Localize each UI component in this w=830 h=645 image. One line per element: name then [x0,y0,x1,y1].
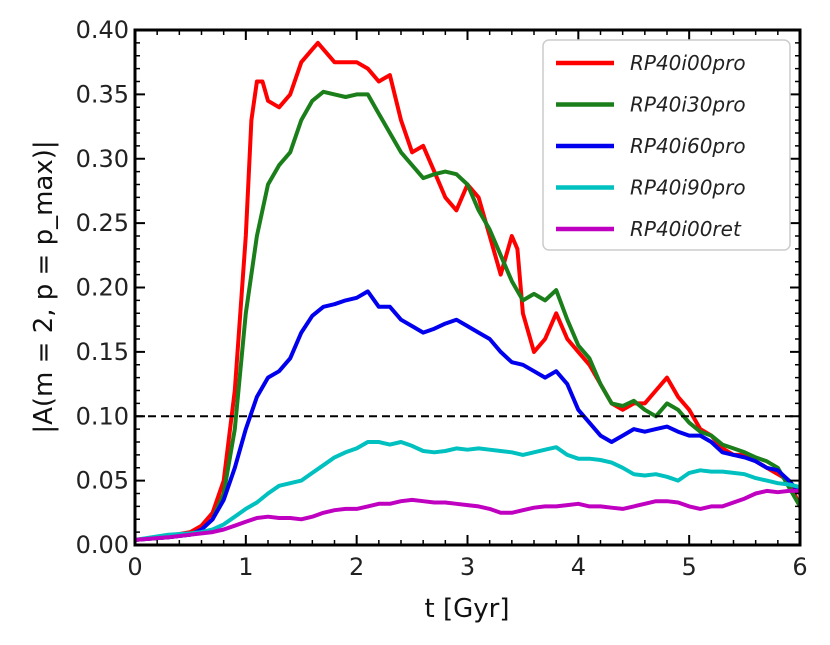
y-tick-label: 0.30 [76,145,129,173]
legend-box [542,39,791,251]
y-tick-label: 0.25 [76,209,129,237]
x-tick-label: 5 [682,553,697,581]
x-tick-label: 0 [127,553,142,581]
tick-labels: 0 1 2 3 4 5 6 0.00 0.05 0.10 0.15 0.20 0.25 0.30 0.35 0… [76,16,808,581]
y-tick-label: 0.40 [76,16,129,44]
y-tick-label: 0.10 [76,402,129,430]
x-tick-label: 3 [460,553,475,581]
y-tick-label: 0.20 [76,274,129,302]
series-line-RP40i60pro [135,289,800,542]
legend: RP40i00pro RP40i30pro RP40i60pro RP40i90pro… [542,39,791,251]
y-tick-label: 0.05 [76,467,129,495]
legend-label-RP40i00ret: RP40i00ret [630,217,742,241]
legend-label-RP40i00pro: RP40i00pro [630,51,746,75]
x-axis-label: t [Gyr] [425,594,510,624]
x-tick-label: 4 [571,553,586,581]
y-axis-label: |A(m = 2, p = p_max)| [29,140,59,433]
series-line-RP40i30pro [135,89,800,542]
series-line-RP40i90pro [135,440,800,542]
y-tick-label: 0.35 [76,80,129,108]
series-layer [135,40,800,542]
plot-frame [133,28,802,547]
x-tick-label: 2 [349,553,364,581]
y-tick-label: 0.15 [76,338,129,366]
x-tick-label: 6 [792,553,807,581]
series-line-RP40i00ret [135,488,800,542]
y-tick-label: 0.00 [76,531,129,559]
legend-label-RP40i30pro: RP40i30pro [630,93,746,117]
legend-label-RP40i60pro: RP40i60pro [630,134,746,158]
x-tick-label: 1 [238,553,253,581]
legend-label-RP40i90pro: RP40i90pro [630,176,746,200]
